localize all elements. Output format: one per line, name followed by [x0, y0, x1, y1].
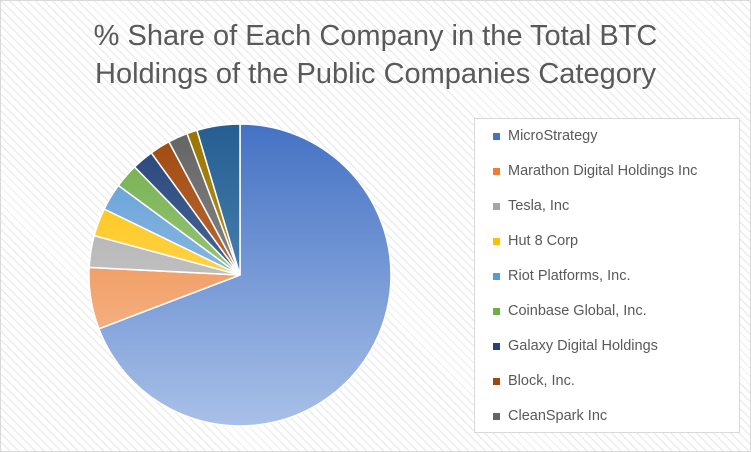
- legend-item-cleanspark: CleanSpark Inc: [493, 406, 607, 426]
- legend-swatch: [493, 167, 500, 175]
- legend-label: Marathon Digital Holdings Inc: [508, 163, 698, 179]
- legend-label: Galaxy Digital Holdings: [508, 338, 658, 354]
- legend-swatch: [493, 342, 500, 350]
- legend-label: MicroStrategy: [508, 128, 598, 144]
- chart-title-line-1: % Share of Each Company in the Total BTC: [93, 20, 658, 52]
- legend-item-tesla: Tesla, Inc: [493, 196, 569, 216]
- legend-label: Coinbase Global, Inc.: [508, 303, 647, 319]
- legend-item-hut-8-corp: Hut 8 Corp: [493, 231, 578, 251]
- legend-label: CleanSpark Inc: [508, 408, 608, 424]
- legend-item-marathon-digital-holdings: Marathon Digital Holdings Inc: [493, 161, 697, 181]
- legend-swatch: [493, 132, 500, 140]
- pie-slice-microstrategy: [97, 123, 392, 427]
- legend-swatch: [493, 412, 500, 420]
- legend-swatch: [493, 307, 500, 315]
- legend-item-coinbase-global: Coinbase Global, Inc.: [493, 301, 647, 321]
- legend-swatch: [493, 202, 500, 210]
- legend-item-microstrategy: MicroStrategy: [493, 126, 597, 146]
- legend-item-block: Block, Inc.: [493, 371, 575, 391]
- pie-slices: [88, 123, 392, 427]
- legend-label: Riot Platforms, Inc.: [508, 268, 631, 284]
- legend-label: Hut 8 Corp: [508, 233, 579, 249]
- legend-swatch: [493, 237, 500, 245]
- legend-label: Block, Inc.: [508, 373, 575, 389]
- legend-label: Tesla, Inc: [508, 198, 570, 214]
- legend-item-riot-platforms: Riot Platforms, Inc.: [493, 266, 630, 286]
- legend: MicroStrategy Marathon Digital Holdings …: [474, 118, 740, 433]
- legend-swatch: [493, 377, 500, 385]
- legend-item-galaxy-digital-holdings: Galaxy Digital Holdings: [493, 336, 658, 356]
- legend-swatch: [493, 272, 500, 280]
- chart-title-line-2: Holdings of the Public Companies Categor…: [95, 58, 656, 90]
- chart-title: % Share of Each Company in the Total BTC…: [1, 17, 750, 93]
- pie-slice-unlabeled-10: [196, 123, 241, 276]
